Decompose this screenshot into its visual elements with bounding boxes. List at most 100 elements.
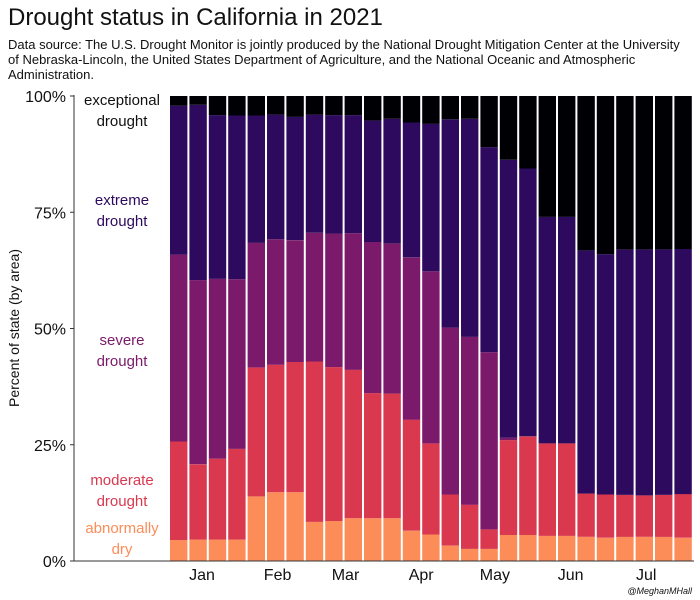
bar-segment-moderate-drought-19 (519, 436, 537, 535)
x-tick-label: Jun (558, 567, 584, 584)
bar-segment-severe-drought-11 (364, 242, 382, 394)
bar-segment-moderate-drought-7 (286, 362, 304, 493)
bar-segment-exceptional-drought-19 (519, 96, 537, 169)
bar-segment-moderate-drought-21 (558, 443, 576, 536)
y-ticks: 0% 25% 50% 75% 100% (25, 89, 74, 571)
bar-segment-exceptional-drought-10 (344, 96, 362, 116)
bar-segment-severe-drought-6 (267, 239, 285, 365)
bar-segment-exceptional-drought-17 (480, 96, 498, 148)
bar-segment-extreme-drought-22 (577, 250, 595, 494)
bar-segment-abnormally-dry-17 (480, 548, 498, 561)
bar-segment-moderate-drought-1 (170, 441, 188, 541)
bar-segment-exceptional-drought-23 (596, 96, 615, 255)
series-label-severe-drought: severe (99, 332, 144, 349)
bar-segment-exceptional-drought-22 (577, 96, 595, 251)
chart-subtitle: Data source: The U.S. Drought Monitor is… (8, 37, 680, 82)
bar-segment-severe-drought-10 (344, 233, 362, 370)
bar-segment-abnormally-dry-11 (364, 518, 382, 561)
bar-segment-exceptional-drought-21 (558, 96, 576, 217)
series-label-extreme-drought: extreme (95, 192, 149, 209)
bar-segment-extreme-drought-10 (344, 115, 362, 234)
bar-segment-exceptional-drought-5 (247, 96, 265, 116)
x-ticks: Jan Feb Mar Apr May Jun Jul (189, 567, 656, 584)
x-tick-label: Feb (264, 567, 292, 584)
x-tick-label: May (480, 567, 510, 584)
bar-segment-exceptional-drought-25 (635, 96, 653, 250)
bar-segment-exceptional-drought-12 (383, 96, 401, 119)
bar-segment-moderate-drought-13 (402, 419, 421, 531)
bar-segment-extreme-drought-19 (519, 168, 537, 437)
bar-segment-severe-drought-16 (461, 336, 479, 505)
series-label-extreme-drought: drought (97, 213, 149, 230)
y-tick-label: 50% (34, 322, 66, 339)
x-tick-label: Apr (409, 567, 435, 584)
bar-segment-extreme-drought-7 (286, 116, 304, 241)
bar-segment-moderate-drought-17 (480, 529, 498, 549)
bar-segment-moderate-drought-18 (499, 440, 518, 535)
bar-segment-severe-drought-5 (247, 242, 265, 368)
bar-segment-extreme-drought-8 (305, 114, 324, 233)
bar-segment-abnormally-dry-18 (499, 535, 518, 561)
bar-segment-extreme-drought-2 (189, 104, 207, 281)
bar-segment-exceptional-drought-6 (267, 96, 285, 115)
bar-segment-extreme-drought-16 (461, 118, 479, 337)
bar-segment-exceptional-drought-9 (325, 96, 343, 116)
bar-segment-extreme-drought-4 (228, 115, 246, 280)
x-tick-label: Jul (636, 567, 656, 584)
bar-segment-extreme-drought-6 (267, 114, 285, 240)
author-credit: @MeghanMHall (627, 586, 692, 596)
bar-segment-extreme-drought-20 (538, 216, 556, 444)
bar-segment-exceptional-drought-26 (655, 96, 673, 250)
bar-segment-severe-drought-17 (480, 352, 498, 530)
bar-segment-moderate-drought-25 (635, 495, 653, 537)
bar-segment-extreme-drought-15 (441, 119, 459, 328)
bar-segment-abnormally-dry-24 (616, 536, 634, 561)
series-label-moderate-drought: moderate (90, 472, 153, 489)
bar-segment-extreme-drought-1 (170, 105, 188, 255)
bar-segment-extreme-drought-5 (247, 115, 265, 243)
bar-segment-severe-drought-1 (170, 254, 188, 442)
bar-segment-abnormally-dry-23 (596, 537, 615, 562)
bar-segment-severe-drought-8 (305, 232, 324, 362)
bar-segment-exceptional-drought-14 (422, 96, 440, 124)
bar-segment-moderate-drought-10 (344, 369, 362, 519)
x-tick-label: Mar (332, 567, 360, 584)
bar-segment-extreme-drought-18 (499, 159, 518, 438)
bar-segment-exceptional-drought-2 (189, 96, 207, 105)
bar-segment-abnormally-dry-20 (538, 535, 556, 561)
bar-segment-abnormally-dry-3 (208, 539, 227, 561)
bar-segment-moderate-drought-3 (208, 458, 227, 540)
bars-layer (170, 96, 692, 562)
bar-segment-severe-drought-3 (208, 278, 227, 459)
bar-segment-extreme-drought-11 (364, 120, 382, 242)
series-label-exceptional-drought: exceptional (84, 92, 160, 109)
bar-segment-severe-drought-12 (383, 243, 401, 394)
bar-segment-abnormally-dry-7 (286, 492, 304, 561)
bar-segment-severe-drought-14 (422, 271, 440, 444)
bar-segment-abnormally-dry-25 (635, 536, 653, 561)
bar-segment-moderate-drought-9 (325, 367, 343, 521)
bar-segment-extreme-drought-9 (325, 115, 343, 234)
bar-segment-exceptional-drought-8 (305, 96, 324, 115)
bar-segment-moderate-drought-8 (305, 361, 324, 522)
bar-segment-abnormally-dry-22 (577, 536, 595, 561)
bar-segment-moderate-drought-20 (538, 443, 556, 536)
x-tick-label: Jan (189, 567, 215, 584)
bar-segment-extreme-drought-26 (655, 249, 673, 495)
bar-segment-extreme-drought-14 (422, 123, 440, 272)
bar-segment-severe-drought-4 (228, 279, 246, 449)
y-tick-label: 0% (43, 554, 66, 571)
bar-segment-abnormally-dry-15 (441, 545, 459, 561)
bar-segment-extreme-drought-12 (383, 118, 401, 244)
bar-segment-moderate-drought-27 (674, 494, 692, 538)
bar-segment-moderate-drought-24 (616, 495, 634, 537)
bar-segment-exceptional-drought-20 (538, 96, 556, 217)
bar-segment-moderate-drought-11 (364, 393, 382, 519)
bar-segment-abnormally-dry-13 (402, 530, 421, 561)
bar-segment-exceptional-drought-1 (170, 96, 188, 106)
bar-segment-extreme-drought-27 (674, 249, 692, 495)
series-labels: abnormally dry moderate drought severe drough… (84, 92, 160, 558)
bar-segment-moderate-drought-4 (228, 448, 246, 540)
bar-segment-abnormally-dry-9 (325, 521, 343, 561)
